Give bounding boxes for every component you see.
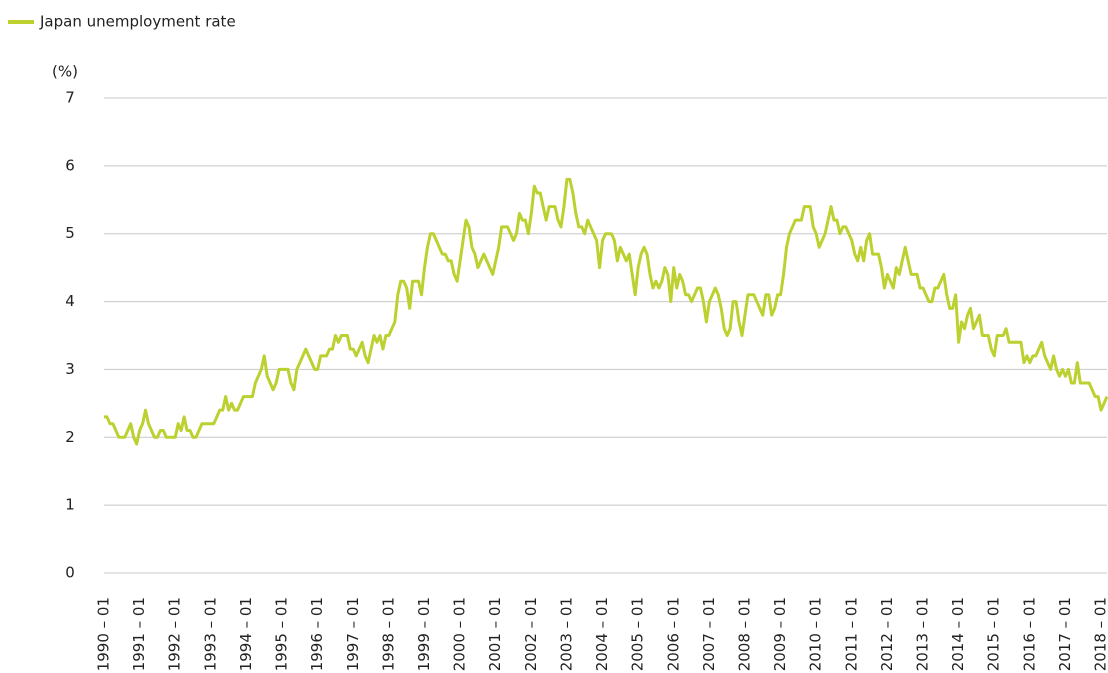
y-tick-label: 0 [65, 564, 75, 582]
x-tick-label: 2006 – 01 [664, 597, 682, 671]
x-tick-label: 2014 – 01 [949, 597, 967, 671]
x-tick-label: 2002 – 01 [522, 597, 540, 671]
x-tick-label: 1998 – 01 [379, 597, 397, 671]
x-tick-label: 1990 – 01 [95, 597, 113, 671]
x-tick-label: 1993 – 01 [201, 597, 219, 671]
y-tick-label: 6 [65, 156, 75, 174]
x-tick-label: 2016 – 01 [1020, 597, 1038, 671]
data-line [104, 177, 1108, 446]
x-tick-label: 2012 – 01 [878, 597, 896, 671]
x-tick-label: 2011 – 01 [842, 597, 860, 671]
x-tick-label: 2003 – 01 [557, 597, 575, 671]
x-tick-label: 2005 – 01 [629, 597, 647, 671]
x-tick-label: 1991 – 01 [130, 597, 148, 671]
y-tick-label: 3 [65, 360, 75, 378]
x-tick-label: 2009 – 01 [771, 597, 789, 671]
x-tick-label: 2008 – 01 [735, 597, 753, 671]
x-tick-label: 1997 – 01 [344, 597, 362, 671]
y-axis-label: (%) [52, 63, 78, 81]
x-tick-label: 1994 – 01 [237, 597, 255, 671]
x-tick-label: 1999 – 01 [415, 597, 433, 671]
x-tick-label: 2000 – 01 [451, 597, 469, 671]
x-tick-label: 1995 – 01 [273, 597, 291, 671]
y-tick-label: 7 [65, 89, 75, 107]
x-tick-label: 1992 – 01 [166, 597, 184, 671]
x-tick-label: 2018 – 01 [1092, 597, 1108, 671]
legend-label: Japan unemployment rate [39, 13, 236, 31]
x-tick-label: 2015 – 01 [985, 597, 1003, 671]
y-tick-label: 4 [65, 292, 75, 310]
x-tick-label: 2010 – 01 [807, 597, 825, 671]
x-tick-label: 2004 – 01 [593, 597, 611, 671]
x-tick-label: 2013 – 01 [914, 597, 932, 671]
y-tick-label: 2 [65, 428, 75, 446]
x-tick-label: 2017 – 01 [1056, 597, 1074, 671]
x-tick-label: 2001 – 01 [486, 597, 504, 671]
x-tick-label: 1996 – 01 [308, 597, 326, 671]
x-tick-label: 2007 – 01 [700, 597, 718, 671]
y-tick-label: 5 [65, 224, 75, 242]
y-tick-label: 1 [65, 496, 75, 514]
